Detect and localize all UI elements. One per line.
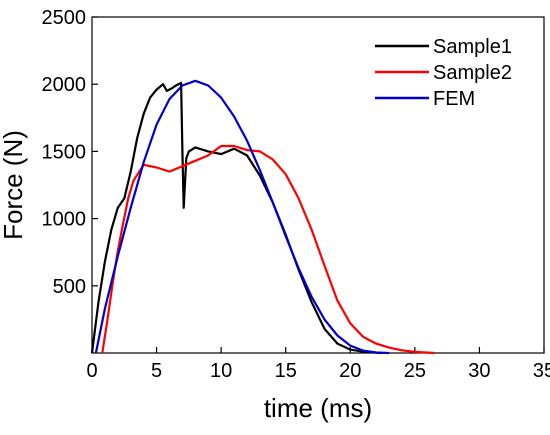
y-tick-label: 1000	[42, 209, 87, 231]
y-axis-label: Force (N)	[0, 130, 28, 240]
x-tick-label: 20	[339, 360, 361, 382]
x-tick-label: 15	[275, 360, 297, 382]
y-tick-label: 2000	[42, 74, 87, 96]
legend: Sample1 Sample2 FEM	[375, 36, 512, 110]
series-layer	[90, 79, 435, 355]
y-tick-label: 1500	[42, 141, 87, 163]
x-tick-label: 25	[404, 360, 426, 382]
y-axis: 500 1000 1500 2000 2500	[42, 7, 98, 298]
x-tick-label: 5	[151, 360, 162, 382]
legend-label: FEM	[433, 88, 475, 110]
series-line-sample1	[90, 81, 383, 355]
y-tick-label: 500	[53, 276, 86, 298]
x-tick-label: 0	[86, 360, 97, 382]
x-axis-label: time (ms)	[264, 393, 372, 423]
legend-label: Sample1	[433, 36, 512, 58]
plot-frame	[91, 16, 545, 354]
y-tick-label: 2500	[42, 7, 87, 29]
x-tick-label: 30	[468, 360, 490, 382]
series-line-fem	[94, 79, 390, 355]
x-axis: 0 5 10 15 20 25 30 35	[86, 347, 550, 382]
x-tick-label: 10	[210, 360, 232, 382]
x-tick-label: 35	[533, 360, 550, 382]
legend-label: Sample2	[433, 62, 512, 84]
series-line-sample2	[101, 144, 435, 355]
